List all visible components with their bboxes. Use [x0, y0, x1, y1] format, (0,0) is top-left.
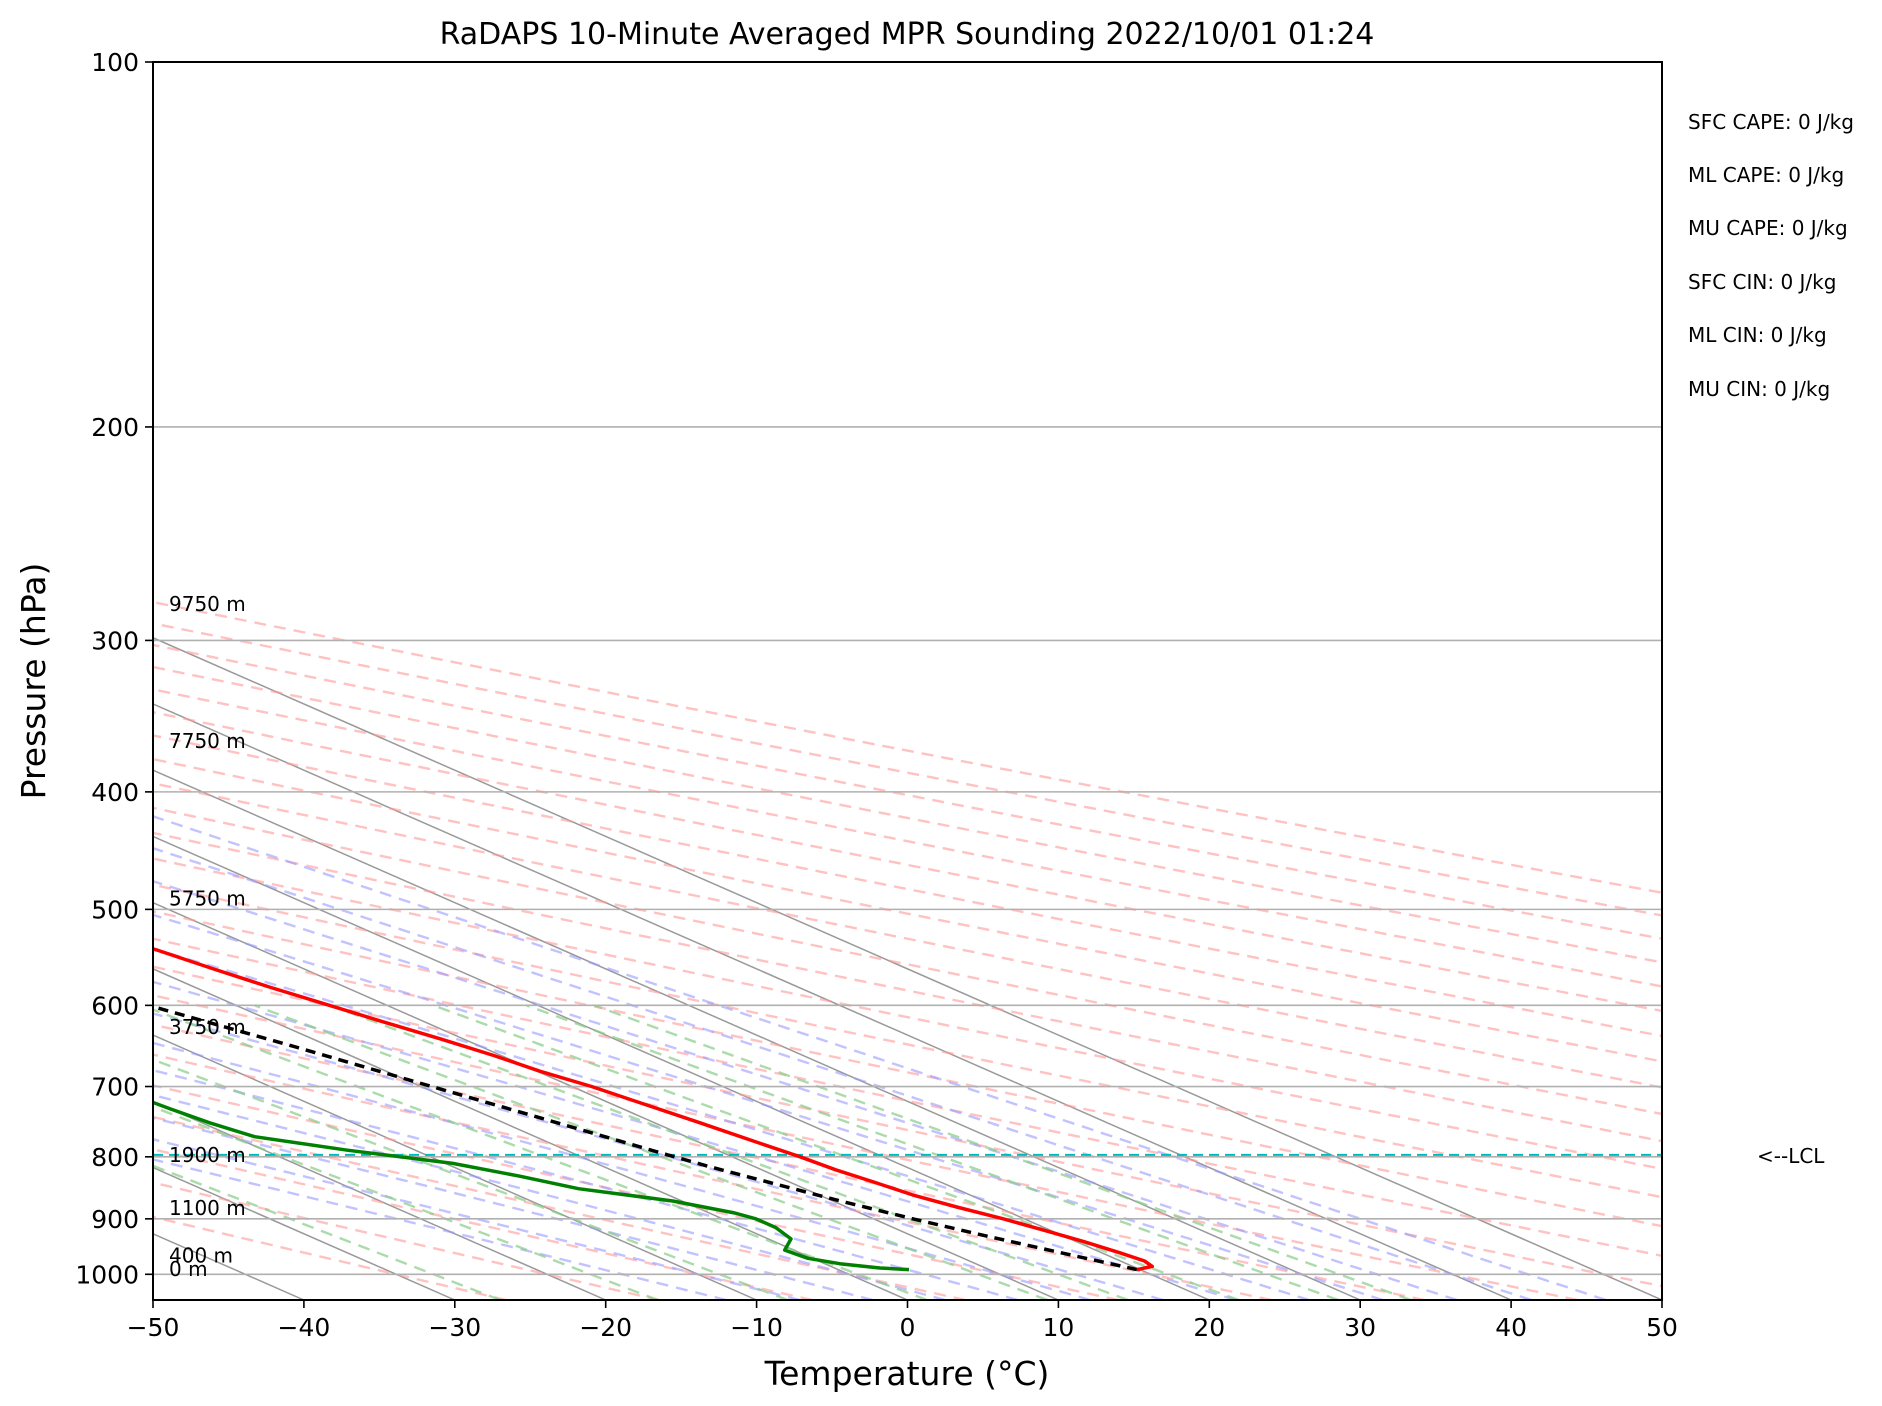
- x-axis: −50 −40 −30 −20 −10 0 10 20 30 40 50: [127, 1300, 1678, 1342]
- dry-adiabat-line: [153, 1181, 660, 1300]
- height-label: 0 m: [169, 1257, 208, 1281]
- y-tick-label: 600: [91, 991, 139, 1020]
- temperature-line: [153, 946, 1155, 1272]
- y-tick-label: 700: [91, 1073, 139, 1102]
- x-tick-label: −50: [127, 1313, 180, 1342]
- dewpoint-line: [153, 1100, 910, 1272]
- mu-cape-label: MU CAPE: 0 J/kg: [1688, 216, 1848, 240]
- indices-panel: SFC CAPE: 0 J/kg ML CAPE: 0 J/kg MU CAPE…: [1688, 110, 1854, 401]
- x-tick-label: 20: [1193, 1313, 1225, 1342]
- dry-adiabat-line: [153, 1084, 1119, 1300]
- y-tick-label: 900: [91, 1205, 139, 1234]
- isotherm-line: [153, 901, 1059, 1300]
- mixing-ratio-line: [153, 1164, 501, 1300]
- moist-adiabat-line: [153, 947, 1310, 1300]
- dry-adiabat-line: [153, 910, 1662, 1228]
- mixing-ratio-line: [526, 1004, 1339, 1300]
- dry-adiabat-line: [153, 965, 1662, 1288]
- isotherm-line: [153, 1034, 757, 1300]
- moist-adiabat-line: [153, 1012, 1164, 1300]
- height-label: 1100 m: [169, 1196, 246, 1220]
- dry-adiabat-line: [153, 937, 1662, 1258]
- x-tick-label: 40: [1495, 1313, 1527, 1342]
- x-tick-label: 30: [1344, 1313, 1376, 1342]
- x-tick-label: 0: [900, 1313, 916, 1342]
- height-label: 1900 m: [169, 1143, 246, 1167]
- moist-adiabat-line: [153, 879, 1458, 1300]
- mu-cin-label: MU CIN: 0 J/kg: [1688, 377, 1830, 401]
- mixing-ratio-line: [254, 1004, 1048, 1300]
- dry-adiabat-line: [153, 857, 1662, 1171]
- background-lines: [153, 600, 1662, 1300]
- y-tick-label: 100: [91, 48, 139, 77]
- moist-adiabat-line: [153, 1116, 873, 1300]
- height-label: 5750 m: [169, 887, 246, 911]
- sfc-cape-label: SFC CAPE: 0 J/kg: [1688, 110, 1854, 134]
- mixing-ratio-line: [153, 1058, 788, 1300]
- x-tick-label: 10: [1042, 1313, 1074, 1342]
- moist-adiabat-line: [153, 913, 1384, 1300]
- y-tick-label: 1000: [75, 1260, 139, 1289]
- isotherm-line: [153, 636, 1662, 1300]
- x-tick-label: −40: [278, 1313, 331, 1342]
- profile-series: [153, 946, 1155, 1272]
- isotherm-line: [153, 968, 908, 1300]
- y-axis: 100 200 300 400 500 600 700 800 900 1000: [75, 48, 153, 1289]
- height-label: 3750 m: [169, 1015, 246, 1039]
- height-label: 7750 m: [169, 729, 246, 753]
- ml-cape-label: ML CAPE: 0 J/kg: [1688, 163, 1844, 187]
- y-tick-label: 200: [91, 413, 139, 442]
- moist-adiabat-line: [153, 1158, 727, 1300]
- dry-adiabat-line: [153, 994, 1578, 1300]
- moist-adiabat-line: [153, 1069, 1019, 1300]
- y-tick-label: 300: [91, 626, 139, 655]
- mixing-ratio-line: [153, 1008, 928, 1300]
- moist-adiabat-line: [153, 980, 1237, 1300]
- ml-cin-label: ML CIN: 0 J/kg: [1688, 323, 1827, 347]
- isotherm-line: [153, 835, 1210, 1300]
- x-tick-label: −20: [579, 1313, 632, 1342]
- mixing-ratio-line: [329, 1004, 1129, 1300]
- dry-adiabat-line: [153, 734, 1662, 1038]
- y-tick-label: 400: [91, 778, 139, 807]
- moist-adiabat-line: [153, 815, 1607, 1300]
- parcel-profile-line: [153, 1004, 1138, 1272]
- isobar-grid: [153, 62, 1662, 1276]
- x-axis-label: Temperature (°C): [764, 1354, 1050, 1393]
- isotherm-line: [153, 769, 1361, 1300]
- x-tick-label: −30: [428, 1313, 481, 1342]
- lcl-label: <--LCL: [1757, 1144, 1825, 1168]
- y-tick-label: 500: [91, 895, 139, 924]
- sfc-cin-label: SFC CIN: 0 J/kg: [1688, 270, 1836, 294]
- height-label: 9750 m: [169, 592, 246, 616]
- y-tick-label: 800: [91, 1143, 139, 1172]
- mixing-ratio-line: [593, 1004, 1412, 1300]
- x-tick-label: 50: [1646, 1313, 1678, 1342]
- dry-adiabat-line: [153, 883, 1662, 1199]
- mixing-ratio-line: [433, 1004, 1240, 1300]
- x-tick-label: −10: [730, 1313, 783, 1342]
- height-label: 400 m: [169, 1244, 233, 1268]
- dry-adiabat-line: [153, 782, 1662, 1089]
- isotherm-line: [153, 703, 1512, 1300]
- mixing-ratio-line: [153, 1105, 659, 1300]
- dry-adiabat-line: [153, 757, 1662, 1063]
- y-axis-label: Pressure (hPa): [14, 563, 53, 800]
- chart-title: RaDAPS 10-Minute Averaged MPR Sounding 2…: [440, 17, 1375, 52]
